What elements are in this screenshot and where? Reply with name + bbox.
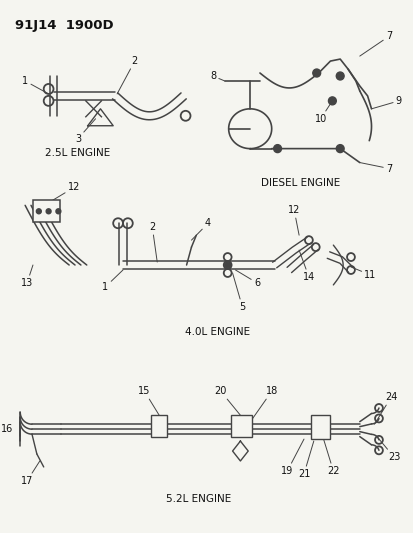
Text: 5.2L ENGINE: 5.2L ENGINE [165,494,230,504]
Text: 17: 17 [21,461,40,486]
Circle shape [328,97,335,105]
FancyBboxPatch shape [230,415,252,437]
Text: 1: 1 [102,270,123,292]
Text: 7: 7 [359,163,391,174]
Text: 3: 3 [75,119,95,144]
Text: 18: 18 [252,386,277,419]
Circle shape [56,209,61,214]
Text: 11: 11 [350,267,376,280]
Text: 14: 14 [298,250,314,282]
Text: 1: 1 [22,76,48,94]
Circle shape [273,144,281,152]
Circle shape [224,262,230,268]
Text: 24: 24 [373,392,396,424]
Text: 12: 12 [52,182,80,200]
Text: 91J14  1900D: 91J14 1900D [15,19,114,33]
Text: 13: 13 [21,265,33,288]
Text: 4.0L ENGINE: 4.0L ENGINE [185,327,250,337]
Text: 6: 6 [235,270,259,288]
Circle shape [36,209,41,214]
Circle shape [312,69,320,77]
Text: 20: 20 [214,386,240,415]
Text: 4: 4 [191,218,211,240]
FancyBboxPatch shape [310,415,330,439]
Circle shape [335,72,343,80]
Text: 2.5L ENGINE: 2.5L ENGINE [45,148,110,158]
Text: 23: 23 [377,437,399,462]
Text: 2: 2 [149,222,157,262]
Text: 2: 2 [117,56,138,94]
Text: DIESEL ENGINE: DIESEL ENGINE [261,179,340,189]
Text: 9: 9 [370,96,401,109]
Text: 15: 15 [138,386,159,415]
FancyBboxPatch shape [33,200,60,222]
Text: 16: 16 [1,424,14,434]
Circle shape [46,209,51,214]
Text: 22: 22 [323,439,339,476]
FancyBboxPatch shape [151,415,166,437]
Text: 8: 8 [209,71,224,81]
Circle shape [335,144,343,152]
Text: 7: 7 [359,31,391,56]
Text: 5: 5 [232,273,245,312]
Text: 10: 10 [314,101,332,124]
Text: 12: 12 [287,205,300,235]
Text: 19: 19 [280,439,303,476]
Text: 21: 21 [297,441,313,479]
